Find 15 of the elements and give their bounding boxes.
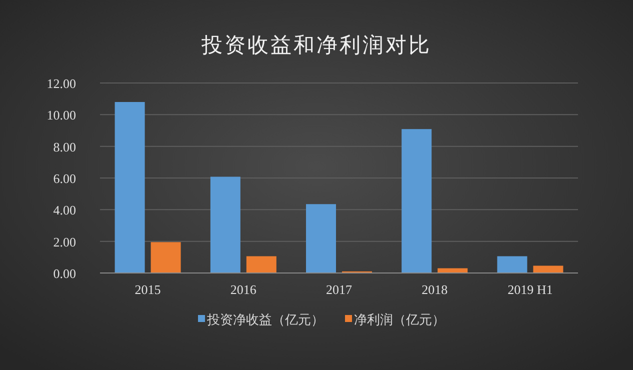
x-tick-label: 2016 <box>230 282 257 297</box>
y-tick-label: 0.00 <box>53 266 76 281</box>
x-tick-label: 2015 <box>134 282 161 297</box>
y-tick-label: 10.00 <box>46 108 76 123</box>
legend-label: 投资净收益（亿元） <box>206 312 324 327</box>
y-tick-label: 8.00 <box>53 139 76 154</box>
x-tick-label: 2018 <box>422 282 448 297</box>
y-tick-label: 6.00 <box>53 171 76 186</box>
y-tick-label: 2.00 <box>53 234 76 250</box>
legend-label: 净利润（亿元） <box>354 312 445 327</box>
x-tick-label: 2019 H1 <box>508 282 553 297</box>
x-tick-label: 2017 <box>326 282 352 297</box>
chart-title: 投资收益和净利润对比 <box>200 33 432 57</box>
y-tick-label: 12.00 <box>46 76 76 91</box>
y-tick-label: 4.00 <box>53 202 76 218</box>
